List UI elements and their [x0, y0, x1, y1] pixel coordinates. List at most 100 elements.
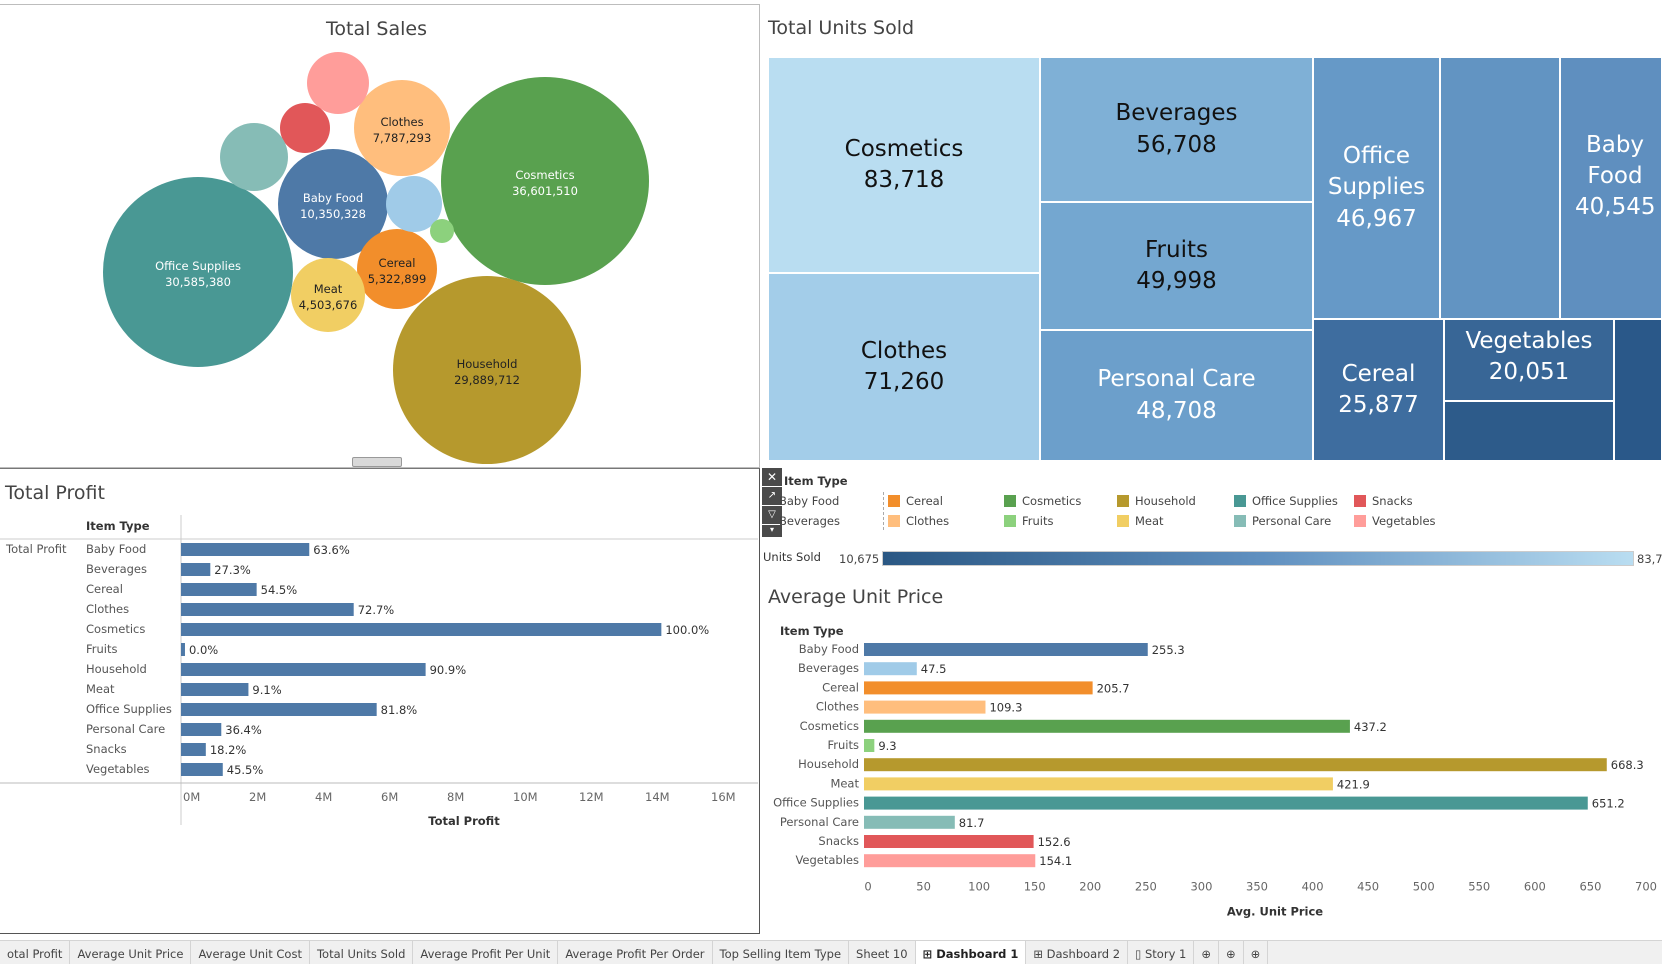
profit-bar-cereal[interactable] — [181, 583, 257, 596]
close-icon[interactable]: ✕ — [762, 468, 782, 486]
bubble-unlabeled-10[interactable] — [386, 176, 442, 232]
bubble-baby-food[interactable] — [278, 149, 388, 259]
price-bar-cereal[interactable] — [864, 681, 1093, 695]
bubble-cosmetics[interactable] — [441, 77, 649, 285]
price-bar-cosmetics[interactable] — [864, 719, 1350, 733]
bubble-household[interactable] — [393, 276, 581, 464]
price-bar-meat[interactable] — [864, 777, 1333, 791]
bubble-clothes[interactable] — [354, 80, 450, 176]
legend-item-vegetables[interactable]: Vegetables — [1354, 514, 1436, 528]
price-bar-snacks[interactable] — [864, 835, 1034, 848]
price-bar-fruits[interactable] — [864, 739, 875, 752]
profit-bar-personal-care[interactable] — [181, 723, 222, 736]
profit-category-label: Household — [86, 662, 147, 676]
bubble-unlabeled-9[interactable] — [220, 123, 288, 191]
treemap-cell-personal-care[interactable]: Personal Care 48,708 — [1040, 330, 1313, 461]
resize-handle[interactable] — [352, 457, 402, 467]
price-bar-personal-care[interactable] — [864, 815, 955, 829]
price-bar-label: 437.2 — [1354, 720, 1387, 734]
price-bar-beverages[interactable] — [864, 662, 917, 676]
open-new-icon[interactable]: ↗ — [762, 487, 782, 505]
treemap-cell-vegetables[interactable]: Vegetables 20,051 — [1444, 319, 1614, 401]
new-dashboard-icon[interactable]: ⊕ — [1219, 941, 1244, 964]
treemap-cell-clothes[interactable]: Clothes 71,260 — [768, 273, 1040, 461]
profit-bar-label: 0.0% — [189, 643, 218, 657]
legend-item-baby-food[interactable]: Baby Food — [779, 494, 839, 508]
profit-bar-vegetables[interactable] — [181, 763, 223, 776]
price-bar-baby-food[interactable] — [864, 643, 1148, 656]
profit-bar-household[interactable] — [181, 663, 426, 676]
treemap-cell-unlabeled-6[interactable] — [1440, 57, 1560, 319]
profit-bar-snacks[interactable] — [181, 743, 206, 756]
profit-bar-baby-food[interactable] — [181, 543, 310, 556]
units-sold-gradient — [882, 551, 1634, 566]
profit-x-tick: 6M — [381, 790, 398, 804]
legend-item-household[interactable]: Household — [1117, 494, 1196, 508]
treemap-cell-fruits[interactable]: Fruits 49,998 — [1040, 202, 1313, 330]
tab-average-unit-price[interactable]: Average Unit Price — [70, 941, 192, 964]
filter-icon[interactable]: ▽ — [762, 506, 782, 524]
profit-bar-label: 81.8% — [381, 703, 418, 717]
profit-bar-office-supplies[interactable] — [181, 703, 377, 716]
tab-dashboard-2[interactable]: ⊞ Dashboard 2 — [1026, 941, 1129, 964]
tab-otal-profit[interactable]: otal Profit — [0, 941, 71, 964]
price-bar-household[interactable] — [864, 758, 1607, 772]
treemap-cell-value: 56,708 — [1136, 131, 1217, 158]
price-x-tick: 700 — [1635, 879, 1657, 893]
total-sales-bubble-chart[interactable]: Cosmetics 36,601,510 Office Supplies 30,585… — [0, 5, 758, 467]
bubble-unlabeled-11[interactable] — [430, 219, 454, 243]
treemap-cell-label: Cereal — [1341, 360, 1416, 387]
bubble-unlabeled-8[interactable] — [280, 103, 330, 153]
tab-average-unit-cost[interactable]: Average Unit Cost — [191, 941, 310, 964]
bubble-unlabeled-7[interactable] — [307, 52, 369, 114]
treemap-cell-baby-food[interactable]: Baby Food 40,545 — [1560, 57, 1662, 319]
treemap-cell-beverages[interactable]: Beverages 56,708 — [1040, 57, 1313, 202]
bubble-office-supplies[interactable] — [103, 177, 293, 367]
bubble-meat[interactable] — [291, 258, 365, 332]
tab-dashboard-1[interactable]: ⊞ Dashboard 1 — [915, 941, 1027, 964]
legend-item-meat[interactable]: Meat — [1117, 514, 1164, 528]
treemap-cell-office-supplies[interactable]: Office Supplies 46,967 — [1313, 57, 1440, 319]
tab-top-selling-item-type[interactable]: Top Selling Item Type — [713, 941, 850, 964]
price-category-label: Fruits — [828, 738, 860, 752]
tab-total-units-sold[interactable]: Total Units Sold — [310, 941, 414, 964]
profit-bar-beverages[interactable] — [181, 563, 211, 576]
price-bar-office-supplies[interactable] — [864, 796, 1588, 810]
new-story-icon[interactable]: ⊕ — [1244, 941, 1269, 964]
bubble-cereal[interactable] — [357, 229, 437, 309]
price-bar-vegetables[interactable] — [864, 854, 1036, 868]
treemap-cell-cereal[interactable]: Cereal 25,877 — [1313, 319, 1444, 461]
price-bar-label: 152.6 — [1038, 835, 1071, 849]
price-bar-clothes[interactable] — [864, 700, 986, 714]
tab-average-profit-per-order[interactable]: Average Profit Per Order — [558, 941, 713, 964]
legend-swatch — [1234, 515, 1246, 527]
tab-sheet-10[interactable]: Sheet 10 — [849, 941, 916, 964]
profit-category-label: Cosmetics — [86, 622, 145, 636]
profit-bar-fruits[interactable] — [181, 643, 185, 656]
total-units-treemap[interactable]: Cosmetics 83,718 Clothes 71,260 Beverages 56,… — [768, 57, 1662, 461]
profit-bar-clothes[interactable] — [181, 603, 354, 616]
profit-bar-cosmetics[interactable] — [181, 623, 662, 636]
legend-item-snacks[interactable]: Snacks — [1354, 494, 1413, 508]
legend-item-cereal[interactable]: Cereal — [888, 494, 943, 508]
bubble-label: Household — [457, 357, 518, 371]
more-options-icon[interactable]: ▾ — [762, 525, 782, 537]
treemap-cell-unlabeled-10[interactable] — [1444, 401, 1614, 461]
total-profit-bar-chart[interactable]: Item Type Total Profit Baby Food 63.6% Bever… — [0, 515, 758, 875]
legend-item-clothes[interactable]: Clothes — [888, 514, 949, 528]
profit-bar-meat[interactable] — [181, 683, 249, 696]
new-worksheet-icon[interactable]: ⊕ — [1194, 941, 1219, 964]
legend-item-fruits[interactable]: Fruits — [1004, 514, 1054, 528]
tab-average-profit-per-unit[interactable]: Average Profit Per Unit — [413, 941, 559, 964]
treemap-cell-label: Baby Food — [1585, 132, 1645, 190]
avg-unit-price-bar-chart[interactable]: Item Type Baby Food 255.3 Beverages 47.5 Cere… — [768, 620, 1662, 920]
tab-story-1[interactable]: ▯ Story 1 — [1128, 941, 1195, 964]
legend-item-office-supplies[interactable]: Office Supplies — [1234, 494, 1338, 508]
treemap-cell-unlabeled-11[interactable] — [1614, 319, 1662, 461]
treemap-cell-cosmetics[interactable]: Cosmetics 83,718 — [768, 57, 1040, 273]
legend-item-beverages[interactable]: Beverages — [779, 514, 840, 528]
treemap-cell-value: 71,260 — [863, 369, 945, 395]
legend-item-personal-care[interactable]: Personal Care — [1234, 514, 1331, 528]
legend-item-cosmetics[interactable]: Cosmetics — [1004, 494, 1081, 508]
legend-swatch — [1004, 495, 1016, 507]
